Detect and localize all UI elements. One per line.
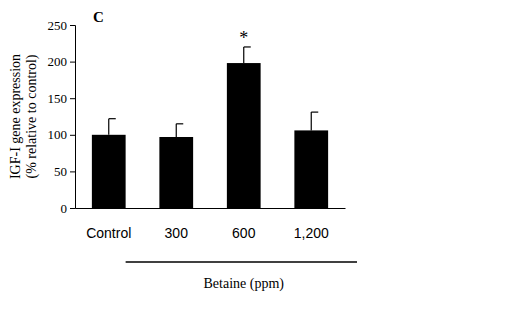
error-bar-cap xyxy=(176,123,183,124)
y-axis-title-line: (% relative to control) xyxy=(24,54,40,178)
title: C xyxy=(93,9,104,25)
error-bar xyxy=(176,124,183,137)
bar xyxy=(227,63,261,208)
error-bar-stem xyxy=(176,124,177,137)
error-bar-stem xyxy=(243,47,244,63)
y-tick: 0 xyxy=(61,201,76,216)
bar xyxy=(294,130,328,208)
y-tick: 250 xyxy=(48,18,76,33)
y-tick: 150 xyxy=(48,91,76,106)
error-bar xyxy=(244,47,251,63)
y-axis-title-line: IGF-I gene expression xyxy=(8,54,23,179)
y-tick-label: 100 xyxy=(48,127,68,142)
plot-area xyxy=(92,47,328,208)
x-tick: Control xyxy=(86,225,131,241)
x-tick: 300 xyxy=(165,225,189,241)
group-label: Betaine (ppm) xyxy=(204,276,285,292)
y-tick-mark xyxy=(70,62,75,63)
y-tick-mark xyxy=(70,171,75,172)
error-bar-cap xyxy=(311,112,318,113)
y-axis-title: IGF-I gene expression(% relative to cont… xyxy=(8,54,40,179)
error-bar-cap xyxy=(109,118,116,119)
y-tick-label: 0 xyxy=(61,201,68,216)
y-tick-label: 250 xyxy=(48,18,68,33)
y-tick: 200 xyxy=(48,54,76,69)
y-tick-mark xyxy=(70,208,75,209)
chart: 0 50 100 150 200 250 Control 300 600 1,200 C IGF-I … xyxy=(0,0,520,312)
x-axis: Control 300 600 1,200 xyxy=(76,209,346,241)
y-tick: 50 xyxy=(54,164,75,179)
y-tick-mark xyxy=(70,25,75,26)
bar xyxy=(159,137,193,208)
annotation: * xyxy=(239,28,248,48)
x-tick-label: 1,200 xyxy=(294,225,329,241)
y-axis: 0 50 100 150 200 250 xyxy=(48,18,76,216)
x-tick-label: 300 xyxy=(165,225,189,241)
bar xyxy=(92,135,126,208)
x-tick: 1,200 xyxy=(294,225,329,241)
x-tick-label: Control xyxy=(86,225,131,241)
x-tick-label: 600 xyxy=(232,225,256,241)
y-tick-mark xyxy=(70,135,75,136)
y-tick: 100 xyxy=(48,127,76,142)
group-bracket xyxy=(126,261,357,263)
x-axis-line xyxy=(76,208,346,209)
error-bar xyxy=(109,119,116,135)
error-bar xyxy=(311,112,318,130)
error-bar-stem xyxy=(311,112,312,130)
y-tick-label: 50 xyxy=(54,164,67,179)
error-bar-stem xyxy=(108,119,109,135)
y-tick-label: 150 xyxy=(48,91,68,106)
x-tick: 600 xyxy=(232,225,256,241)
y-tick-mark xyxy=(70,98,75,99)
y-tick-label: 200 xyxy=(48,54,68,69)
y-axis-line xyxy=(70,26,76,209)
